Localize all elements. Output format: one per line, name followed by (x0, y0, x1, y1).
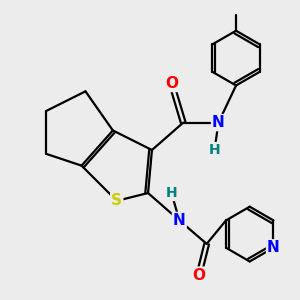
Text: N: N (212, 115, 225, 130)
Text: N: N (173, 213, 186, 228)
Text: H: H (209, 143, 220, 157)
Text: S: S (111, 193, 122, 208)
Text: O: O (192, 268, 206, 283)
Text: N: N (267, 240, 280, 255)
Text: O: O (165, 76, 178, 91)
Text: H: H (166, 186, 177, 200)
